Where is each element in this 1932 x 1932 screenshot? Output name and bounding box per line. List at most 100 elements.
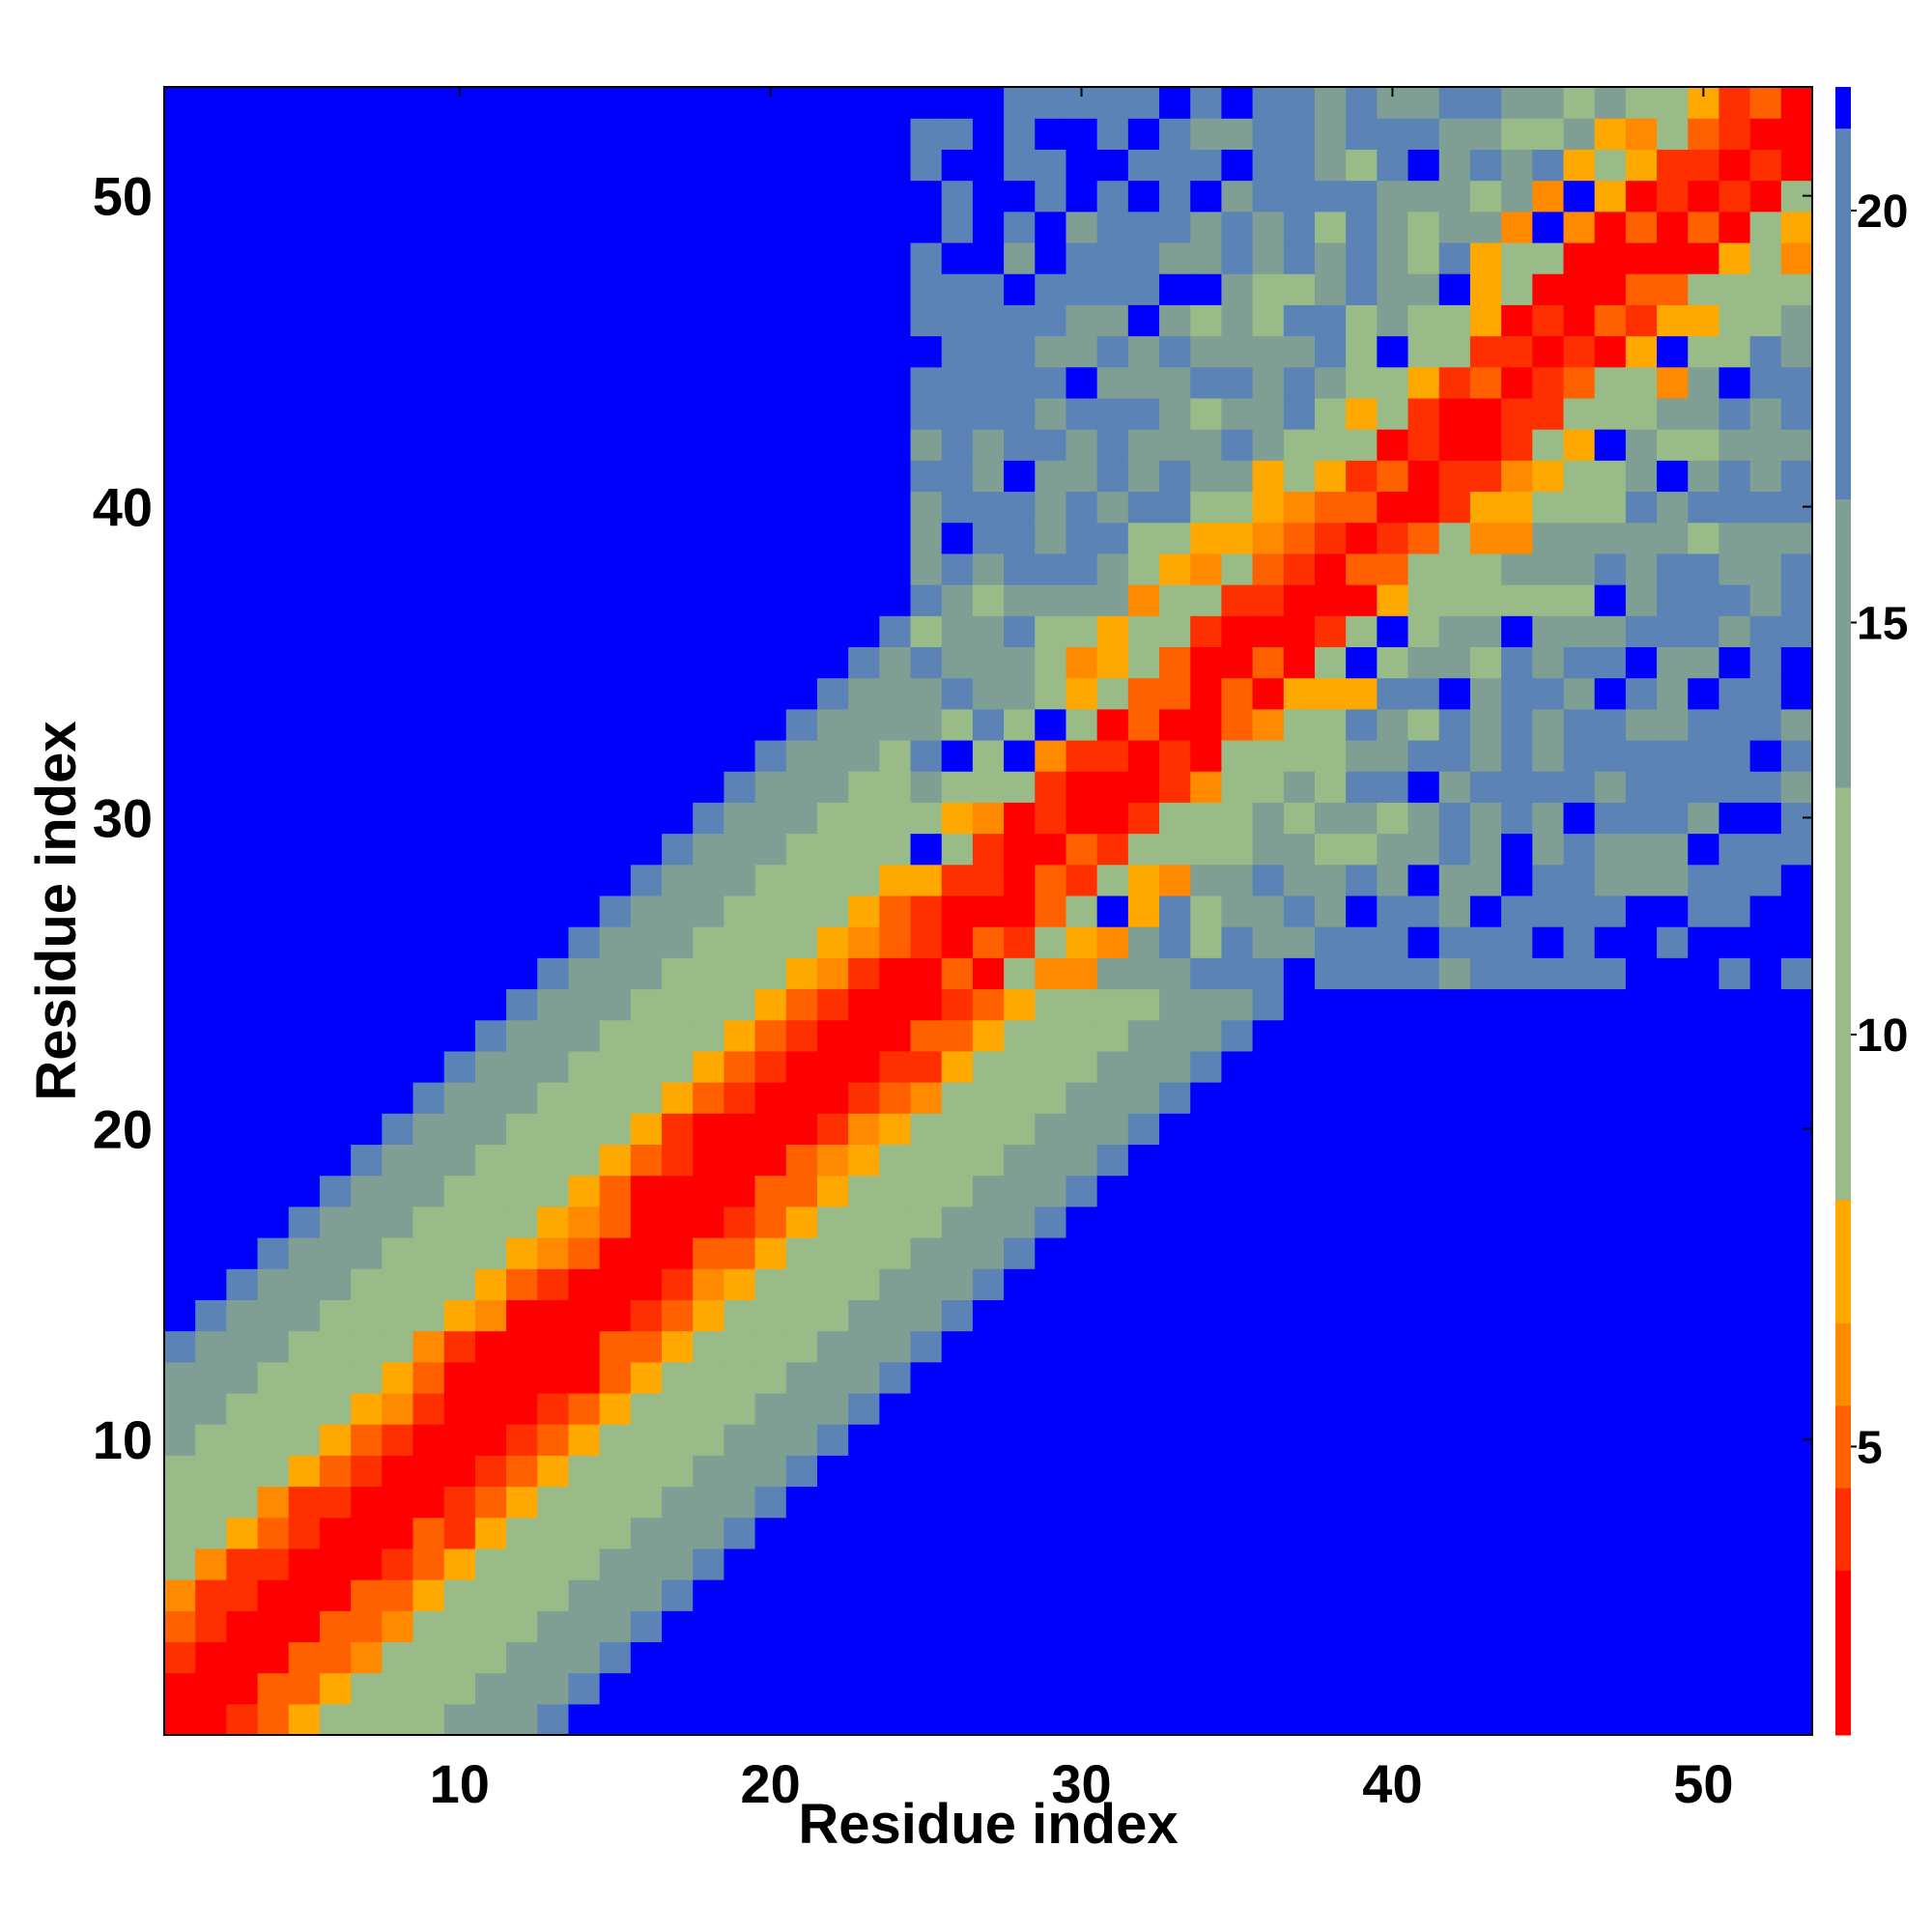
- heatmap-cell: [1594, 1517, 1627, 1549]
- heatmap-cell: [1657, 1330, 1689, 1363]
- heatmap-cell: [1377, 1361, 1409, 1394]
- heatmap-cell: [1407, 1610, 1440, 1643]
- heatmap-cell: [879, 615, 912, 647]
- heatmap-cell: [164, 460, 196, 493]
- heatmap-cell: [1657, 1268, 1689, 1300]
- heatmap-cell: [1657, 864, 1689, 896]
- heatmap-cell: [1594, 553, 1627, 585]
- heatmap-cell: [879, 988, 912, 1021]
- heatmap-cell: [1314, 180, 1347, 213]
- heatmap-cell: [879, 771, 912, 803]
- heatmap-cell: [848, 988, 880, 1021]
- heatmap-cell: [443, 522, 476, 554]
- heatmap-cell: [506, 429, 538, 461]
- heatmap-cell: [537, 429, 570, 461]
- heatmap-cell: [382, 1392, 414, 1425]
- heatmap-cell: [1346, 926, 1378, 958]
- heatmap-cell: [848, 1144, 880, 1177]
- heatmap-cell: [1688, 1361, 1720, 1394]
- heatmap-cell: [1749, 957, 1782, 990]
- heatmap-cell: [351, 1144, 383, 1177]
- heatmap-cell: [1749, 522, 1782, 554]
- heatmap-cell: [226, 1424, 259, 1456]
- heatmap-cell: [972, 864, 1005, 896]
- heatmap-cell: [351, 397, 383, 430]
- heatmap-cell: [1035, 1486, 1067, 1519]
- heatmap-cell: [1719, 1050, 1751, 1083]
- heatmap-cell: [1657, 1299, 1689, 1332]
- heatmap-cell: [1469, 1236, 1502, 1269]
- heatmap-cell: [474, 1517, 507, 1549]
- heatmap-cell: [599, 615, 632, 647]
- heatmap-cell: [1346, 1361, 1378, 1394]
- heatmap-cell: [1190, 957, 1223, 990]
- heatmap-cell: [1780, 366, 1813, 399]
- heatmap-cell: [1096, 926, 1129, 958]
- heatmap-cell: [1688, 1548, 1720, 1580]
- heatmap-cell: [1625, 118, 1658, 150]
- heatmap-cell: [288, 615, 321, 647]
- heatmap-cell: [382, 149, 414, 182]
- heatmap-cell: [443, 366, 476, 399]
- heatmap-cell: [1594, 1703, 1627, 1736]
- heatmap-cell: [288, 1548, 321, 1580]
- heatmap-cell: [693, 584, 724, 616]
- heatmap-cell: [474, 304, 507, 337]
- heatmap-cell: [1346, 460, 1378, 493]
- heatmap-cell: [1004, 1424, 1036, 1456]
- heatmap-cell: [848, 1019, 880, 1052]
- heatmap-cell: [1252, 1579, 1285, 1611]
- heatmap-cell: [257, 1268, 290, 1300]
- heatmap-cell: [1719, 1548, 1751, 1580]
- heatmap-cell: [1719, 1082, 1751, 1114]
- heatmap-cell: [599, 646, 632, 679]
- heatmap-cell: [1594, 304, 1627, 337]
- heatmap-cell: [662, 180, 694, 213]
- heatmap-cell: [1252, 1610, 1285, 1643]
- heatmap-cell: [1035, 677, 1067, 710]
- heatmap-cell: [1688, 1641, 1720, 1674]
- heatmap-cell: [879, 802, 912, 835]
- heatmap-cell: [195, 242, 227, 274]
- heatmap-cell: [164, 926, 196, 958]
- heatmap-cell: [164, 1113, 196, 1146]
- heatmap-cell: [474, 118, 507, 150]
- heatmap-cell: [257, 771, 290, 803]
- heatmap-cell: [1563, 335, 1596, 368]
- heatmap-cell: [1377, 708, 1409, 741]
- heatmap-cell: [1688, 1113, 1720, 1146]
- heatmap-cell: [382, 1206, 414, 1238]
- heatmap-cell: [195, 771, 227, 803]
- heatmap-cell: [599, 242, 632, 274]
- heatmap-cell: [1283, 429, 1316, 461]
- heatmap-cell: [662, 1641, 694, 1674]
- heatmap-cell: [412, 988, 445, 1021]
- heatmap-cell: [1035, 1455, 1067, 1488]
- heatmap-cell: [599, 1610, 632, 1643]
- heatmap-cell: [195, 1361, 227, 1394]
- heatmap-cell: [1438, 273, 1471, 305]
- heatmap-cell: [1688, 708, 1720, 741]
- heatmap-cell: [1625, 802, 1658, 835]
- heatmap-cell: [1004, 1113, 1036, 1146]
- heatmap-cell: [1127, 802, 1160, 835]
- heatmap-cell: [1004, 304, 1036, 337]
- heatmap-cell: [816, 1361, 849, 1394]
- heatmap-cell: [1563, 771, 1596, 803]
- heatmap-cell: [848, 1299, 880, 1332]
- heatmap-cell: [599, 988, 632, 1021]
- heatmap-cell: [972, 1268, 1005, 1300]
- heatmap-cell: [910, 1610, 943, 1643]
- heatmap-cell: [195, 1486, 227, 1519]
- heatmap-cell: [1221, 87, 1254, 119]
- heatmap-cell: [1127, 211, 1160, 243]
- heatmap-cell: [412, 1082, 445, 1114]
- heatmap-cell: [1377, 180, 1409, 213]
- heatmap-cell: [1719, 739, 1751, 772]
- heatmap-cell: [1749, 1424, 1782, 1456]
- heatmap-cell: [1065, 149, 1098, 182]
- heatmap-cell: [1594, 895, 1627, 927]
- heatmap-cell: [443, 1579, 476, 1611]
- heatmap-cell: [1688, 926, 1720, 958]
- heatmap-cell: [506, 1455, 538, 1488]
